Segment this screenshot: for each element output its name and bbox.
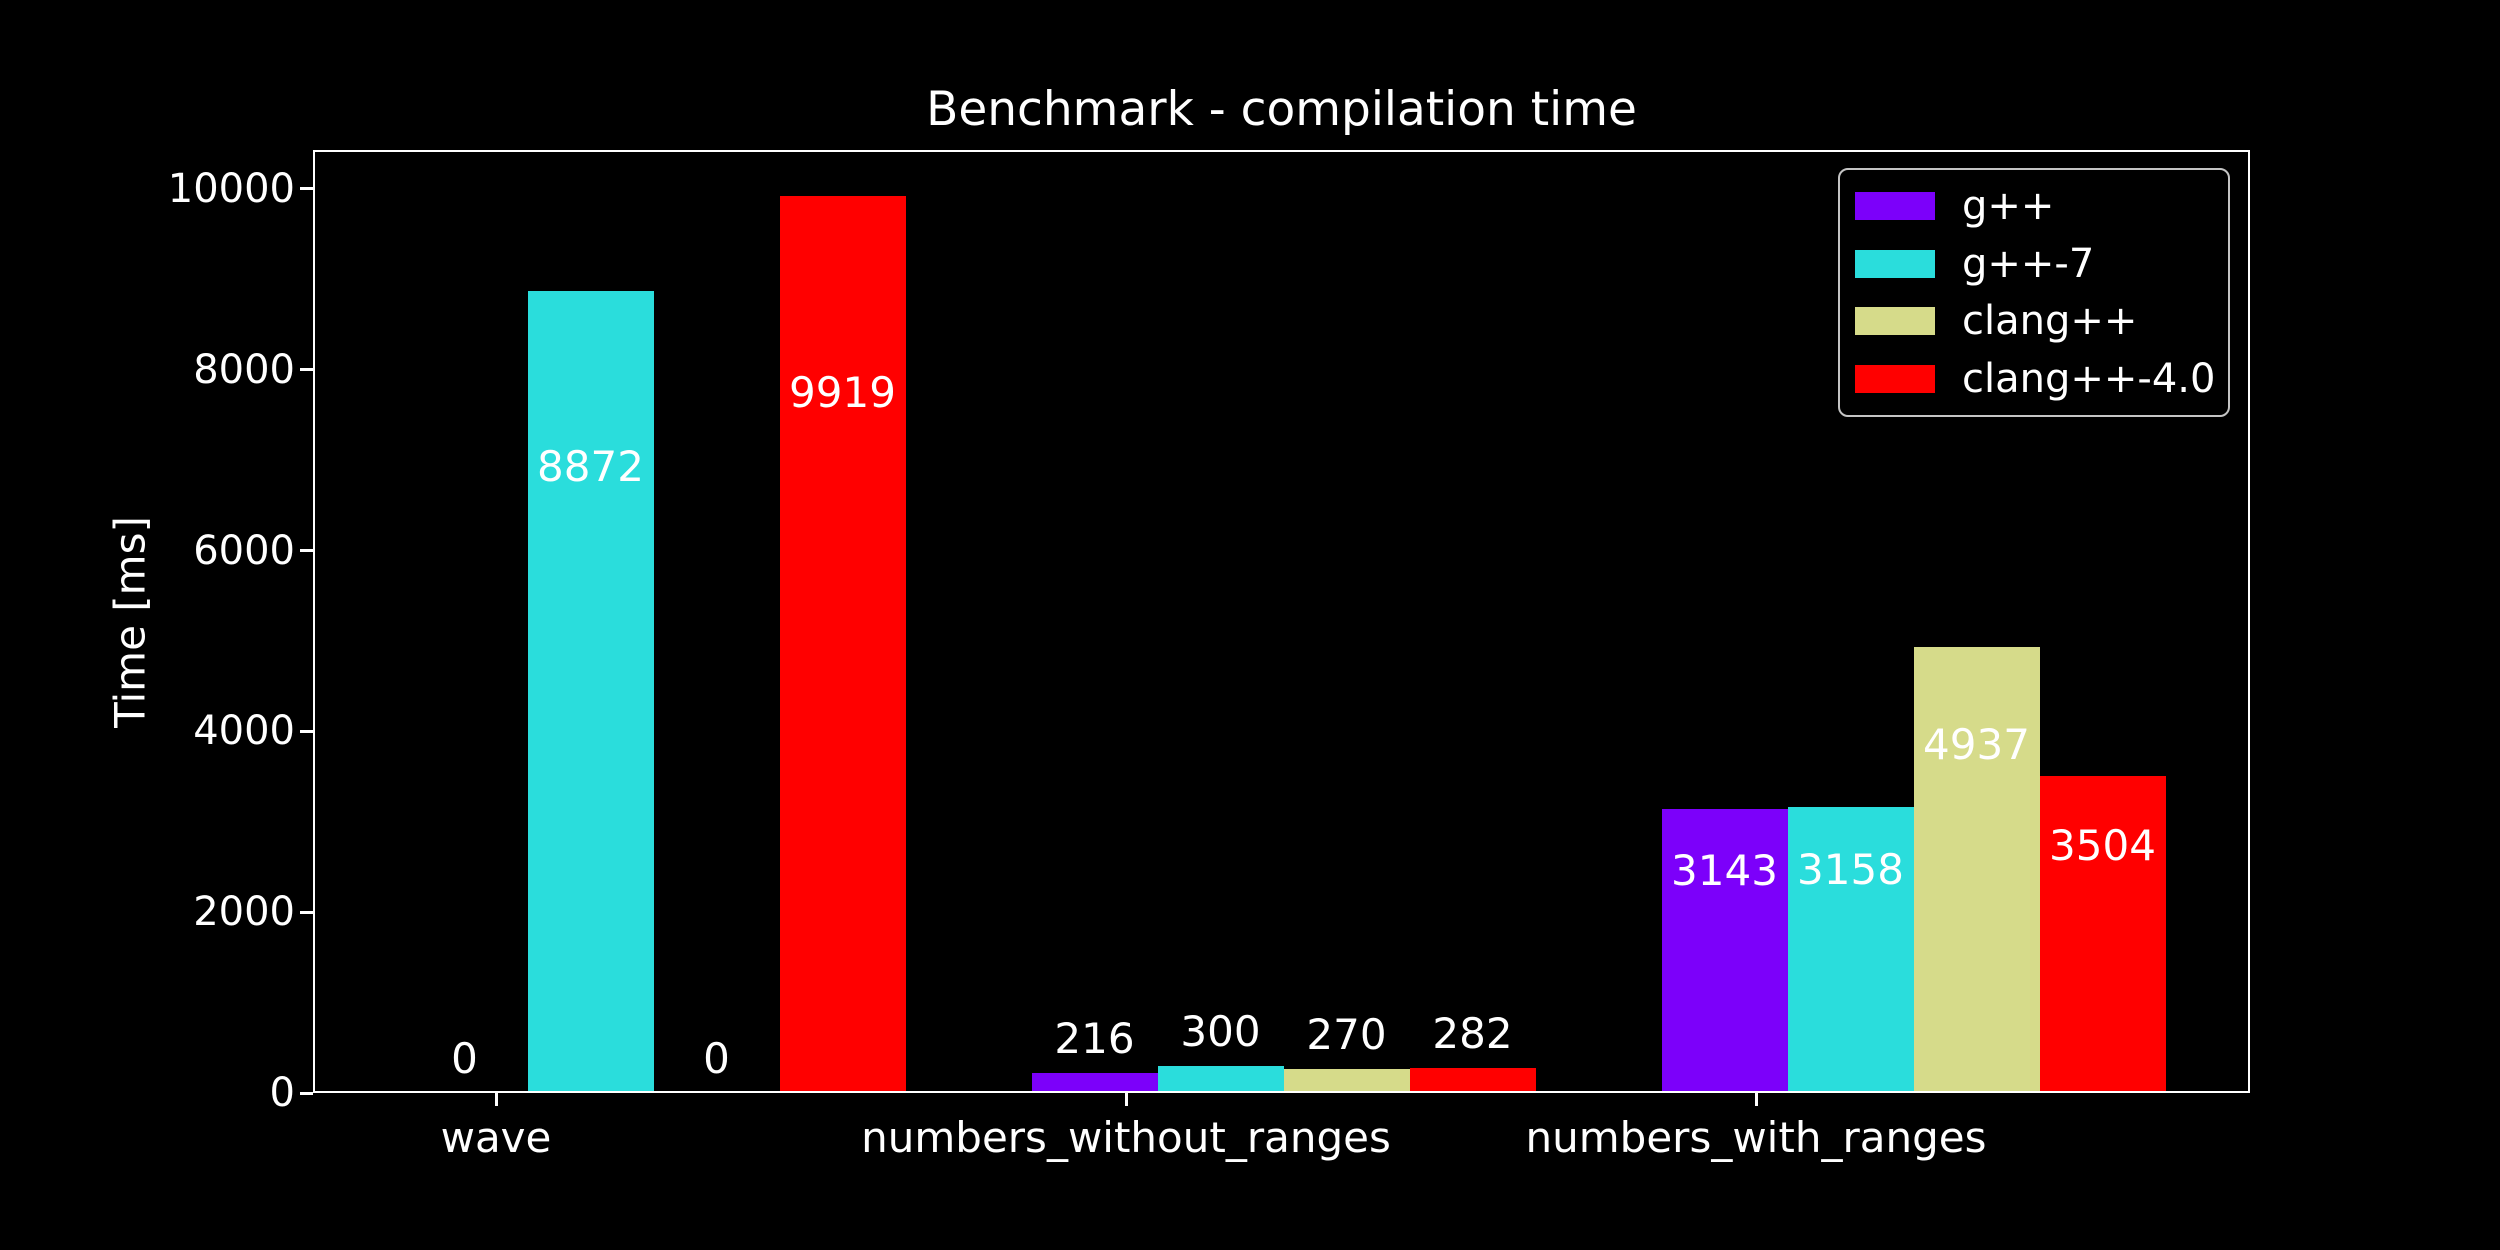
y-tick-label: 2000 [193,889,295,936]
bar-value-label: 4937 [1923,719,2030,769]
legend-item: clang++-4.0 [1855,357,2228,401]
y-tick-label: 0 [269,1070,295,1116]
x-tick-label: numbers_without_ranges [861,1113,1391,1162]
legend-item: g++-7 [1855,242,2228,286]
legend-item-label: clang++ [1962,298,2138,345]
y-tick-label: 6000 [193,527,295,574]
bar-g++ [1031,1073,1158,1093]
bar-clang++-4.0 [2039,776,2166,1093]
bar-clang++ [1283,1068,1410,1093]
y-tick-mark [300,368,313,372]
legend-swatch [1855,365,1935,394]
bar-clang++-4.0 [779,196,906,1093]
bar-value-label: 0 [451,1034,478,1083]
y-tick-label: 10000 [167,165,295,212]
y-tick-mark [300,729,313,733]
legend-swatch [1855,307,1935,336]
y-tick-label: 8000 [193,346,295,393]
bar-value-label: 270 [1306,1009,1387,1059]
y-tick-mark [300,1091,313,1095]
legend-item-label: g++-7 [1962,240,2095,287]
legend-item-label: clang++-4.0 [1962,356,2216,403]
y-tick-mark [300,910,313,914]
legend-item: clang++ [1855,299,2228,343]
chart-title: Benchmark - compilation time [926,82,1637,137]
y-tick-label: 4000 [193,708,295,755]
bar-value-label: 3143 [1671,846,1778,896]
bar-g++-7 [527,290,654,1093]
legend-item-label: g++ [1962,182,2055,229]
legend-swatch [1855,191,1935,220]
bar-value-label: 282 [1432,1008,1513,1058]
bar-value-label: 3504 [2049,820,2156,870]
x-tick-mark [1124,1093,1128,1106]
bar-g++-7 [1157,1065,1284,1093]
bar-value-label: 9919 [789,368,896,418]
legend-item: g++ [1855,184,2228,228]
bar-value-label: 300 [1180,1006,1261,1056]
legend: g++ g++-7 clang++ clang++-4.0 [1838,168,2230,417]
legend-swatch [1855,249,1935,278]
bar-g++-7 [1787,807,1914,1093]
x-tick-mark [494,1093,498,1106]
x-tick-label: numbers_with_ranges [1525,1113,1987,1162]
bar-value-label: 3158 [1797,845,1904,895]
bar-clang++-4.0 [1409,1067,1536,1093]
bar-value-label: 8872 [537,442,644,492]
bar-value-label: 216 [1054,1014,1135,1064]
bar-g++ [1661,808,1788,1093]
bar-clang++ [1913,646,2040,1093]
y-tick-mark [300,187,313,191]
x-tick-label: wave [440,1113,552,1162]
y-tick-mark [300,549,313,553]
x-tick-mark [1754,1093,1758,1106]
bar-value-label: 0 [703,1034,730,1083]
